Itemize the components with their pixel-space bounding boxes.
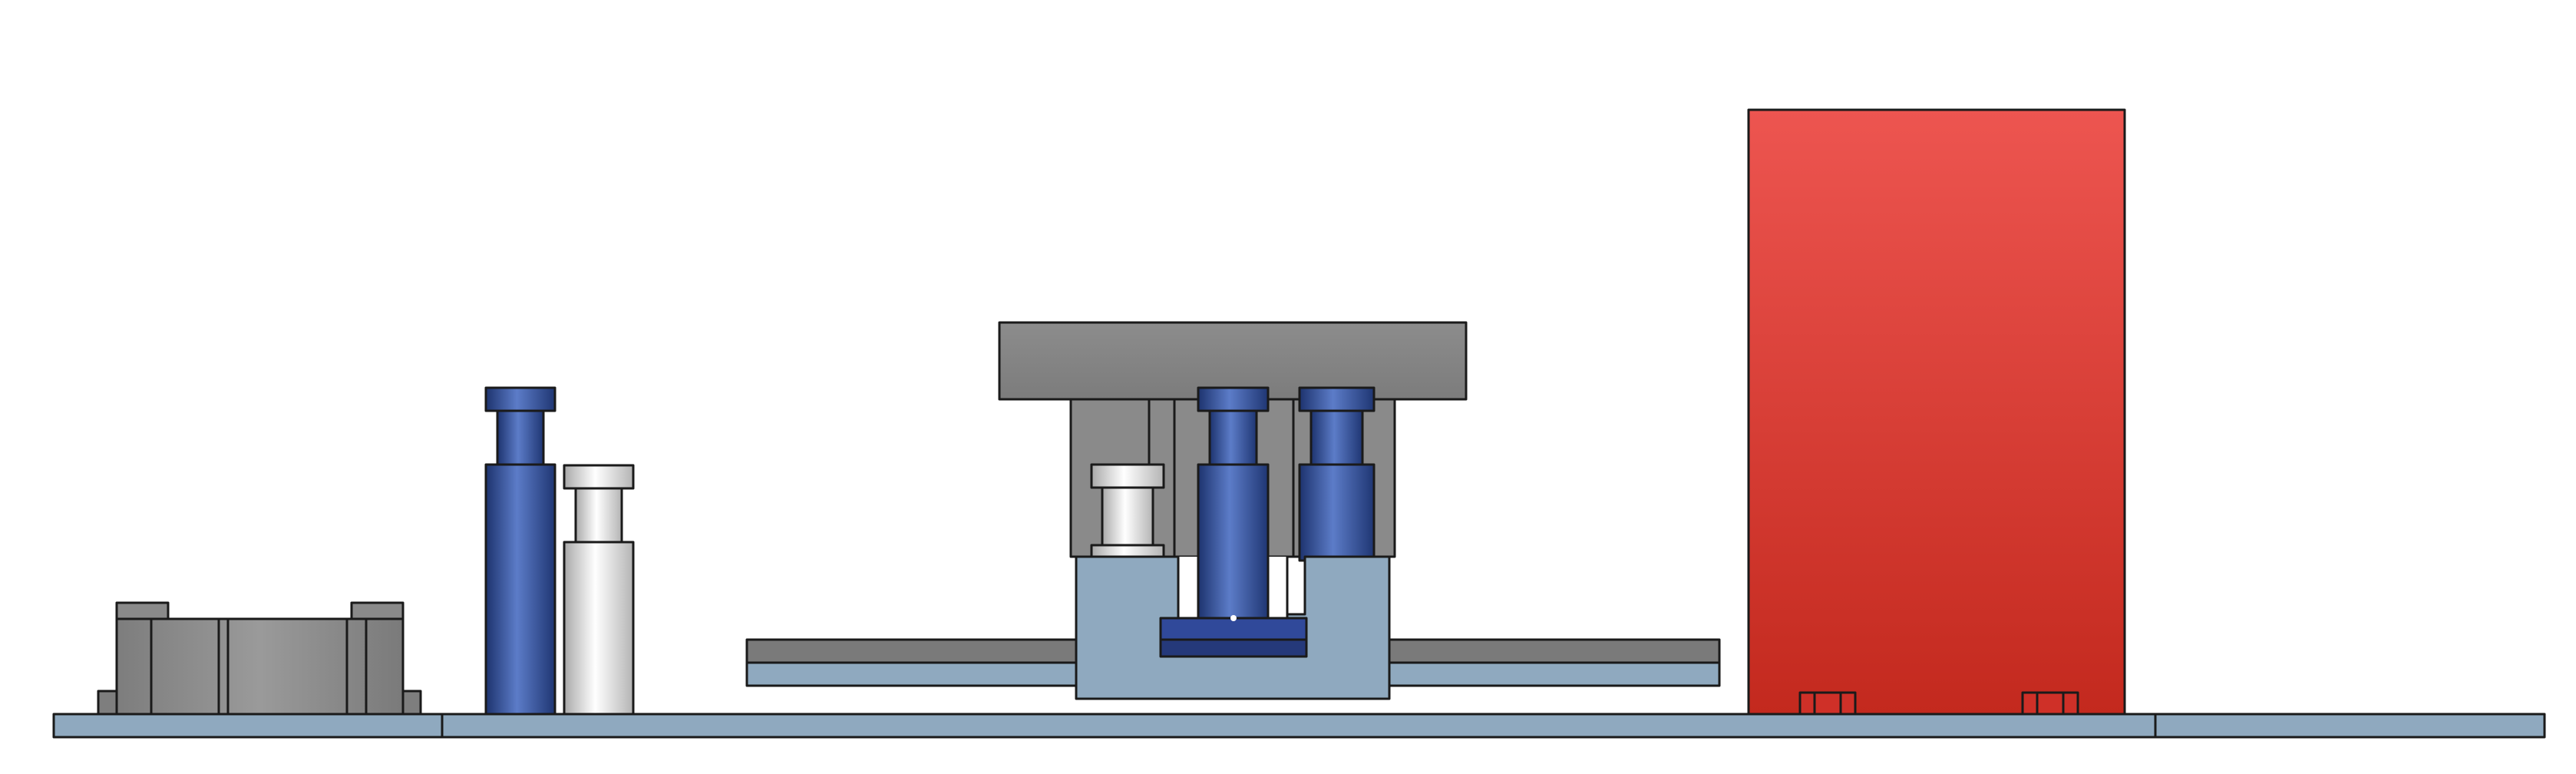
center-assembly: [745, 321, 1721, 700]
white-post-left: [563, 464, 635, 716]
red-box: [1747, 108, 2126, 716]
gray-bracket: [97, 601, 422, 716]
blue-post-left: [484, 386, 556, 716]
base-plate: [52, 713, 2546, 739]
